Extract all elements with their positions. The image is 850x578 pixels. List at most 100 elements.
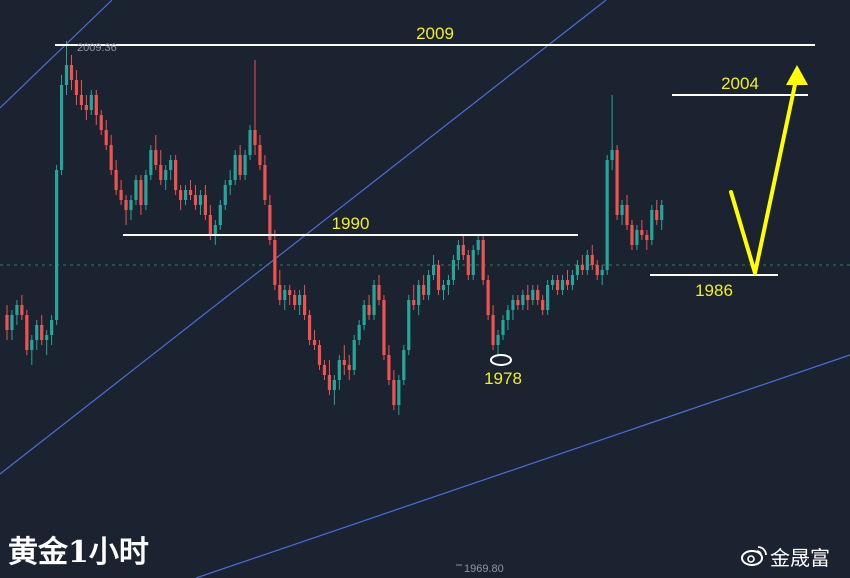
candle-body bbox=[427, 275, 431, 295]
watermark-brand: 金晟富 bbox=[770, 546, 830, 570]
candle-body bbox=[516, 300, 520, 305]
candle bbox=[372, 280, 376, 320]
candle-body bbox=[620, 205, 624, 215]
candle-body bbox=[94, 95, 98, 115]
candle-body bbox=[303, 295, 307, 315]
candle-body bbox=[283, 290, 287, 300]
candle bbox=[154, 135, 158, 170]
candle-body bbox=[511, 300, 515, 310]
candle bbox=[516, 295, 520, 310]
candle bbox=[580, 255, 584, 275]
trend-line-upper bbox=[0, 0, 113, 109]
candle bbox=[223, 180, 227, 210]
candle bbox=[501, 315, 505, 340]
candle-body bbox=[541, 300, 545, 310]
candle-body bbox=[496, 335, 500, 345]
candle bbox=[30, 335, 34, 365]
candle-body bbox=[208, 215, 212, 235]
chart-title: 黄金1小时 bbox=[8, 535, 149, 570]
candle bbox=[551, 275, 555, 290]
candle bbox=[169, 155, 173, 180]
candle bbox=[198, 190, 203, 215]
candle-body bbox=[521, 295, 525, 305]
candle-body bbox=[99, 115, 103, 130]
candle-body bbox=[565, 280, 570, 285]
candle-body bbox=[585, 255, 589, 270]
candle bbox=[377, 275, 381, 305]
candle bbox=[392, 370, 396, 410]
candle bbox=[179, 185, 183, 210]
candle bbox=[427, 270, 431, 300]
candle-body bbox=[412, 300, 416, 305]
candle-body bbox=[164, 170, 168, 180]
candle bbox=[451, 255, 455, 285]
candle-body bbox=[625, 205, 629, 225]
candle bbox=[630, 220, 634, 250]
candle-body bbox=[640, 230, 644, 235]
level-label-2004: 2004 bbox=[721, 74, 759, 93]
candle bbox=[104, 120, 108, 150]
candle bbox=[486, 275, 490, 320]
candle-body bbox=[402, 350, 406, 380]
candle-body bbox=[501, 320, 505, 335]
candle bbox=[109, 135, 113, 175]
candle-body bbox=[69, 65, 74, 80]
candle bbox=[456, 240, 460, 270]
candle-body bbox=[253, 130, 257, 145]
candle-body bbox=[218, 205, 222, 225]
candle-body bbox=[491, 315, 495, 345]
candle-body bbox=[476, 240, 480, 250]
candle bbox=[441, 280, 446, 300]
candle bbox=[268, 195, 272, 245]
candle bbox=[555, 275, 560, 295]
candle bbox=[164, 165, 168, 190]
candle bbox=[402, 345, 406, 385]
candle-body bbox=[595, 265, 599, 275]
candle bbox=[446, 275, 451, 295]
candle bbox=[193, 185, 198, 210]
candle-body bbox=[169, 160, 173, 170]
candle-body bbox=[119, 190, 123, 200]
candle-body bbox=[174, 160, 178, 190]
candle-body bbox=[223, 185, 227, 205]
candle-body bbox=[288, 290, 292, 295]
candle-body bbox=[367, 305, 371, 315]
candle bbox=[69, 55, 74, 90]
candle-body bbox=[228, 180, 232, 185]
projection-arrow bbox=[729, 65, 808, 275]
candle bbox=[625, 195, 629, 230]
candle-body bbox=[273, 240, 277, 285]
candle bbox=[352, 335, 356, 375]
candle bbox=[605, 155, 609, 275]
candle bbox=[213, 220, 217, 245]
candle bbox=[610, 95, 614, 170]
low-marker-ellipse bbox=[490, 354, 512, 366]
candle bbox=[546, 280, 550, 315]
candle bbox=[139, 175, 143, 215]
candle-body bbox=[188, 190, 193, 195]
candle bbox=[521, 290, 525, 310]
candle-body bbox=[258, 145, 262, 165]
candles bbox=[5, 41, 664, 415]
candle-body bbox=[233, 155, 237, 180]
candle-body bbox=[154, 150, 158, 165]
candle-body bbox=[392, 380, 396, 405]
candle bbox=[79, 80, 83, 110]
candle-body bbox=[441, 285, 446, 290]
candle bbox=[322, 360, 327, 380]
candle bbox=[466, 250, 470, 280]
candle bbox=[570, 270, 575, 290]
candle bbox=[342, 345, 346, 375]
candle bbox=[40, 315, 44, 345]
candle-body bbox=[551, 280, 555, 285]
candle-body bbox=[506, 310, 510, 320]
candle bbox=[35, 320, 39, 350]
candle-body bbox=[536, 290, 540, 300]
candle-body bbox=[580, 265, 584, 270]
candle bbox=[422, 275, 426, 300]
candle bbox=[312, 330, 317, 350]
candle-body bbox=[590, 255, 594, 265]
candle-body bbox=[109, 145, 113, 170]
candle-body bbox=[635, 230, 639, 245]
